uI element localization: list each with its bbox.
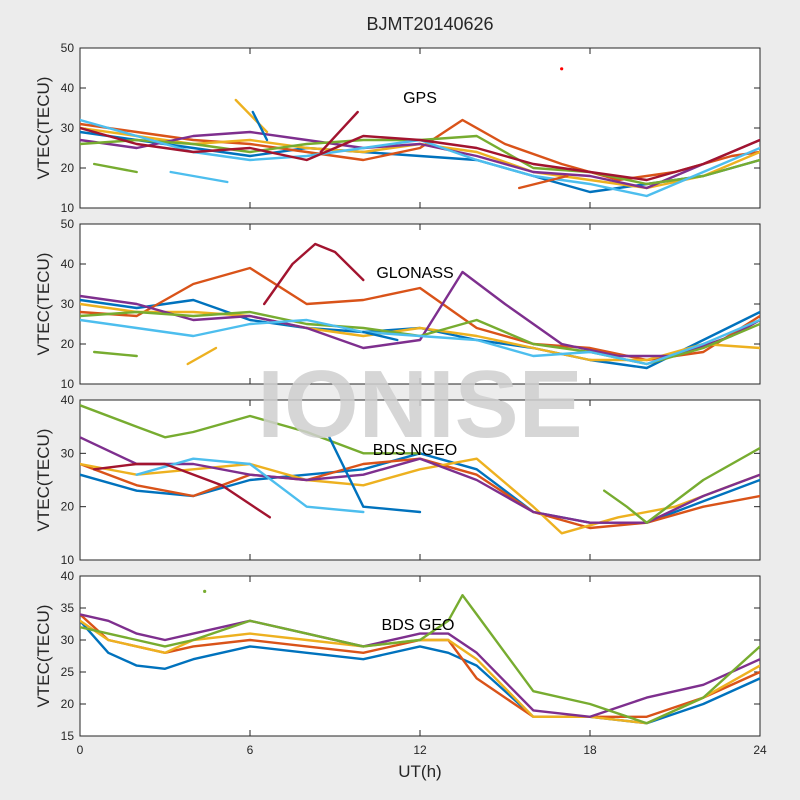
y-tick-label: 50	[61, 217, 75, 231]
arc-segment-3	[186, 346, 218, 366]
arc-segment-4	[518, 174, 569, 190]
panel-annotation: BDS NGEO	[373, 442, 457, 459]
x-axis-label: UT(h)	[398, 762, 441, 781]
watermark: IONISE	[257, 351, 582, 458]
arc-segment-3	[603, 446, 760, 524]
y-tick-label: 15	[61, 729, 75, 743]
series-line-5	[80, 594, 760, 725]
axes-panel-3: 10 20 30 40 VTEC(TECU) BDS NGEO	[34, 393, 761, 567]
series-line-6	[135, 457, 365, 514]
panel-annotation: GLONASS	[376, 265, 453, 282]
y-tick-label: 40	[61, 81, 75, 95]
series-line-6	[80, 318, 760, 366]
y-tick-label: 30	[61, 446, 75, 460]
arc-segment-1	[263, 242, 365, 306]
axes-panel-4: 0 6 12 18 24 15 20 25 30 35 40 VTEC(TECU) BDS GEO	[34, 569, 767, 757]
series-line-7	[80, 126, 760, 182]
y-axis-label: VTEC(TECU)	[34, 77, 53, 180]
arc-segment-2	[328, 436, 422, 514]
series-line-4	[80, 130, 760, 190]
y-tick-label: 50	[61, 41, 75, 55]
arc-segment-1	[169, 170, 229, 184]
y-tick-label: 30	[61, 633, 75, 647]
outlier-point	[560, 67, 564, 71]
arc-segment-2	[92, 162, 138, 174]
arc-segment-5	[234, 98, 269, 134]
y-tick-label: 10	[61, 377, 75, 391]
y-axis-label: VTEC(TECU)	[34, 605, 53, 708]
x-tick-label: 12	[413, 743, 427, 757]
x-tick-label: 18	[583, 743, 597, 757]
panel-annotation: GPS	[403, 90, 437, 107]
y-tick-label: 40	[61, 393, 75, 407]
arc-segment-6	[251, 110, 269, 142]
arc-segment-1	[92, 462, 271, 519]
figure-title: BJMT20140626	[366, 14, 493, 34]
series-line-2	[80, 118, 760, 182]
y-tick-label: 20	[61, 500, 75, 514]
plot-area	[79, 575, 761, 737]
y-tick-label: 20	[61, 697, 75, 711]
arc-segment-2	[92, 350, 138, 358]
x-tick-label: 0	[77, 743, 84, 757]
series-line-3	[80, 302, 760, 362]
y-tick-label: 20	[61, 161, 75, 175]
y-tick-label: 30	[61, 297, 75, 311]
y-tick-label: 30	[61, 121, 75, 135]
y-tick-label: 20	[61, 337, 75, 351]
y-tick-label: 10	[61, 201, 75, 215]
y-axis-label: VTEC(TECU)	[34, 429, 53, 532]
x-tick-label: 24	[753, 743, 767, 757]
arc-segment-3	[319, 110, 359, 154]
series-line-4	[80, 270, 760, 358]
y-tick-label: 10	[61, 553, 75, 567]
plot-area	[79, 223, 761, 385]
plot-area	[79, 399, 761, 561]
axes-panel-1: 10 20 30 40 50 VTEC(TECU) GPS	[34, 41, 761, 215]
x-tick-label: 6	[247, 743, 254, 757]
arc-segment-4	[362, 330, 399, 342]
series-line-4	[80, 613, 760, 718]
outlier-point	[203, 589, 207, 593]
panel-annotation: BDS GEO	[382, 617, 455, 634]
y-tick-label: 40	[61, 569, 75, 583]
series-line-5	[80, 404, 422, 455]
y-axis-label: VTEC(TECU)	[34, 253, 53, 356]
y-tick-label: 35	[61, 601, 75, 615]
plot-area	[79, 47, 761, 209]
y-tick-label: 25	[61, 665, 75, 679]
y-tick-label: 40	[61, 257, 75, 271]
axes-panel-2: 10 20 30 40 50 VTEC(TECU) GLONASS	[34, 217, 761, 391]
